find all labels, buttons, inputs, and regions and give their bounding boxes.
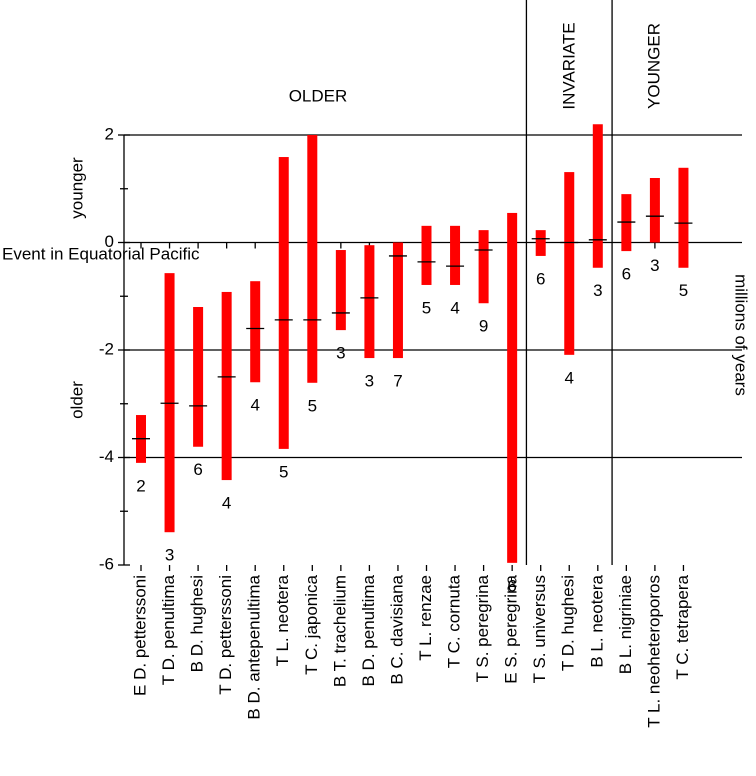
x-tick-label: E D. petterssoni <box>130 575 149 696</box>
count-label: 3 <box>365 372 374 391</box>
count-label: 4 <box>450 298 459 317</box>
x-tick-label: E S. peregrina <box>502 574 521 683</box>
y-tick-label: -2 <box>99 339 114 358</box>
count-label: 3 <box>336 344 345 363</box>
x-tick-label: B D. penultima <box>359 574 378 686</box>
count-label: 5 <box>679 281 688 300</box>
x-tick-label: T L. renzae <box>416 575 435 661</box>
count-label: 6 <box>507 576 516 595</box>
x-tick-label: B T. trachelium <box>330 575 349 687</box>
range-bar <box>221 291 232 481</box>
count-label: 5 <box>308 396 317 415</box>
count-label: 3 <box>165 546 174 565</box>
range-bar <box>250 281 261 383</box>
group-label: INVARIATE <box>559 22 578 109</box>
range-bar <box>364 245 375 359</box>
y-tick-label: 2 <box>105 124 114 143</box>
range-bar <box>392 242 403 359</box>
range-bar <box>678 167 689 268</box>
range-bar <box>278 157 289 449</box>
range-bar <box>335 250 346 331</box>
x-tick-label: T L. neoheteroporos <box>644 575 663 728</box>
range-bar <box>307 135 318 383</box>
count-label: 3 <box>650 256 659 275</box>
range-bar <box>450 225 461 285</box>
x-tick-label: T D. penultima <box>159 574 178 685</box>
range-bar <box>592 124 603 268</box>
x-tick-label: T D. hughesi <box>559 575 578 671</box>
y-tick-label: -6 <box>99 554 114 573</box>
count-label: 6 <box>536 269 545 288</box>
x-tick-label: B L. neotera <box>587 574 606 667</box>
x-tick-label: T D. petterssoni <box>216 575 235 695</box>
x-tick-label: T C. cornuta <box>445 574 464 668</box>
y-label: Event in Equatorial Pacific <box>2 244 200 263</box>
count-label: 5 <box>422 298 431 317</box>
count-label: 3 <box>593 281 602 300</box>
x-tick-label: B C. davisiana <box>387 574 406 684</box>
x-tick-label: T L. neotera <box>273 574 292 666</box>
range-bar <box>478 230 489 304</box>
x-tick-label: B L. nigriniae <box>616 575 635 674</box>
range-bar <box>564 172 575 355</box>
x-tick-label: B D. antepenultima <box>245 574 264 719</box>
group-label: OLDER <box>289 86 348 105</box>
y-lower-label: older <box>67 381 86 419</box>
range-bar <box>193 307 204 447</box>
x-tick-label: T S. peregrina <box>473 574 492 682</box>
range-bar <box>507 212 518 563</box>
x-tick-label: T C. tetrapera <box>673 574 692 679</box>
count-label: 2 <box>136 476 145 495</box>
y-upper-label: younger <box>67 157 86 219</box>
x-tick-label: T S. universus <box>530 575 549 683</box>
count-label: 4 <box>250 396 259 415</box>
range-bar <box>535 230 546 256</box>
range-bar <box>421 225 432 285</box>
count-label: 5 <box>279 462 288 481</box>
x-tick-label: T C. japonica <box>302 574 321 674</box>
range-bar <box>649 178 660 243</box>
count-label: 6 <box>622 265 631 284</box>
y-tick-label: -4 <box>99 447 114 466</box>
count-label: 7 <box>393 372 402 391</box>
count-label: 4 <box>565 368 574 387</box>
y-tick-label: 0 <box>105 232 114 251</box>
x-tick-label: B D. hughesi <box>188 575 207 672</box>
count-label: 9 <box>479 317 488 336</box>
y2-label: millions of years <box>732 274 751 396</box>
group-label: YOUNGER <box>644 23 663 109</box>
count-label: 6 <box>193 460 202 479</box>
count-label: 4 <box>222 494 231 513</box>
